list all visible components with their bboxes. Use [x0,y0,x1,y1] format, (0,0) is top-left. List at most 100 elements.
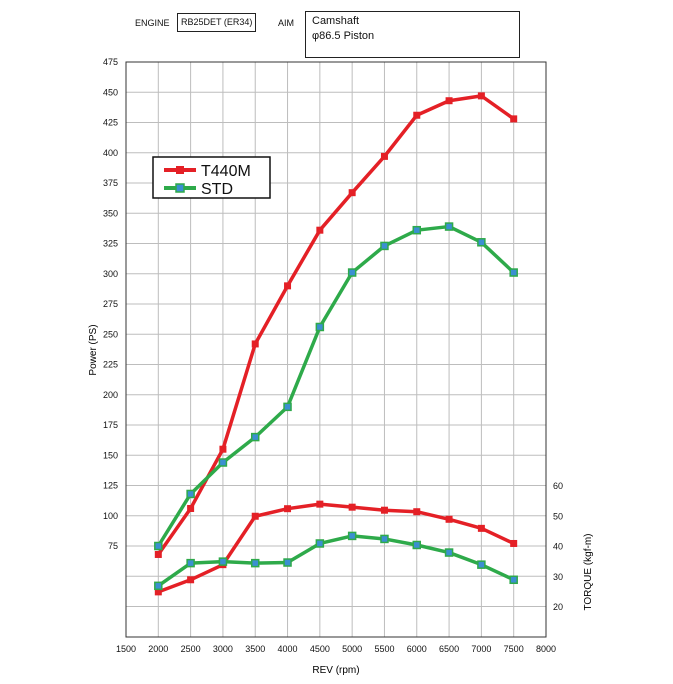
x-tick-label: 2500 [181,644,201,654]
x-tick-label: 4000 [278,644,298,654]
data-point-t440m-torque [251,512,259,520]
y-tick-label-right: 30 [553,572,563,582]
x-tick-label: 1500 [116,644,136,654]
data-point-t440m-torque [154,588,162,596]
series-line-t440m-torque [157,502,515,594]
y-tick-label-right: 40 [553,542,563,552]
data-point-std-torque [347,531,357,541]
data-point-std-power [509,268,518,277]
x-tick-label: 5500 [374,644,394,654]
data-point-t440m-power [510,115,518,123]
data-point-std-power [380,241,389,251]
legend-marker-t440m [176,166,184,174]
legend-label-std: STD [201,181,233,198]
x-tick-label: 5000 [342,644,362,654]
data-point-std-torque [509,575,518,585]
y-tick-label-right: 60 [553,481,563,491]
data-point-t440m-power [154,550,162,558]
y-axis-label-left: Power (PS) [88,324,99,375]
data-point-std-power [218,458,228,467]
x-tick-label: 2000 [148,644,168,654]
data-point-t440m-power [219,445,227,453]
data-point-t440m-power [316,226,324,234]
data-point-std-power [186,489,195,499]
data-point-std-torque [380,534,389,544]
data-point-t440m-power [380,152,388,160]
y-axis-label-right: TORQUE (kgf-m) [583,533,594,610]
data-point-t440m-torque [284,505,292,513]
data-point-std-power [347,268,357,277]
y-tick-label-right: 50 [553,511,563,521]
data-point-std-torque [218,557,228,566]
x-tick-label: 3000 [213,644,233,654]
data-point-t440m-torque [187,576,195,584]
data-point-std-torque [154,581,163,591]
data-point-t440m-power [445,97,453,105]
x-tick-label: 6000 [407,644,427,654]
data-point-std-power [250,432,260,442]
data-point-std-torque [250,558,260,568]
data-point-t440m-power [187,504,195,512]
engine-value: RB25DET (ER34) [181,17,253,27]
data-point-t440m-power [284,282,292,290]
y-tick-label-left: 375 [103,178,118,188]
x-tick-label: 8000 [536,644,556,654]
aim-line-2: φ86.5 Piston [312,30,375,42]
x-axis-label: REV (rpm) [312,665,359,676]
data-point-t440m-torque [413,508,421,516]
y-tick-label-left: 350 [103,208,118,218]
y-tick-label-left: 100 [103,511,118,521]
x-tick-label: 7000 [471,644,491,654]
data-point-std-power [412,225,422,235]
data-point-std-power [283,402,292,412]
aim-line-1: Camshaft [312,15,360,27]
series-line-std-power [156,224,515,547]
x-tick-label: 6500 [439,644,459,654]
data-point-std-torque [477,560,486,569]
data-point-std-torque [444,548,454,557]
data-point-std-torque [315,539,325,548]
y-tick-label-left: 75 [108,541,118,551]
data-point-std-torque [412,540,422,550]
aim-box: Camshaft φ86.5 Piston [305,11,520,58]
y-tick-label-left: 275 [103,299,118,309]
y-tick-label-left: 175 [103,420,118,430]
y-tick-label-left: 125 [103,481,118,491]
legend-box [152,156,271,199]
data-point-t440m-torque [316,500,324,508]
engine-label: ENGINE [135,18,170,28]
data-point-t440m-torque [445,515,453,523]
data-point-std-torque [283,558,292,567]
y-tick-label-left: 225 [103,360,118,370]
y-tick-label-left: 400 [103,148,118,158]
aim-label: AIM [278,18,295,28]
x-tick-label: 7500 [504,644,524,654]
data-point-t440m-power [251,340,259,348]
y-tick-label-left: 475 [103,57,118,67]
engine-value-box: RB25DET (ER34) [177,13,257,32]
legend-marker-std [175,183,185,193]
data-point-std-torque [186,558,195,568]
y-tick-label-left: 300 [103,269,118,279]
plot-frame [125,61,547,638]
series-line-std-torque [157,534,515,588]
y-tick-label-right: 20 [553,602,563,612]
series-group [154,92,518,596]
y-tick-label-left: 200 [103,390,118,400]
grid [126,62,546,637]
data-point-t440m-torque [477,524,485,532]
x-tick-label: 4500 [310,644,330,654]
y-tick-label-left: 425 [103,118,118,128]
y-tick-label-left: 325 [103,239,118,249]
y-tick-label-left: 150 [103,450,118,460]
y-tick-label-left: 250 [103,329,118,339]
data-point-std-power [154,541,163,551]
data-point-t440m-torque [380,506,388,514]
data-point-std-power [444,222,454,231]
y-tick-label-left: 450 [103,87,118,97]
data-point-std-power [477,238,486,247]
data-point-t440m-power [413,111,421,119]
data-point-t440m-torque [348,503,356,511]
